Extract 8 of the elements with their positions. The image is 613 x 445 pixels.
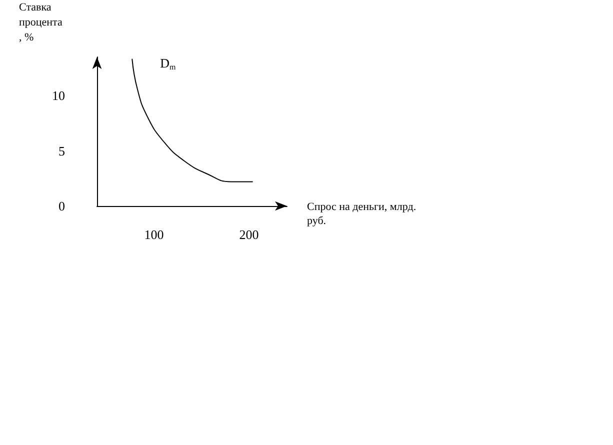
line-series [132, 58, 253, 182]
y-tick-label: 0 [58, 198, 65, 214]
y-axis-title: Ставка процента , % [19, 2, 62, 44]
y-tick-label: 5 [58, 143, 65, 158]
x-axis-title: Спрос на деньги, млрд. руб. [307, 201, 416, 227]
y-tick-label: 10 [52, 88, 65, 104]
x-tick-label: 200 [239, 227, 259, 242]
x-tick-label: 100 [144, 227, 164, 242]
